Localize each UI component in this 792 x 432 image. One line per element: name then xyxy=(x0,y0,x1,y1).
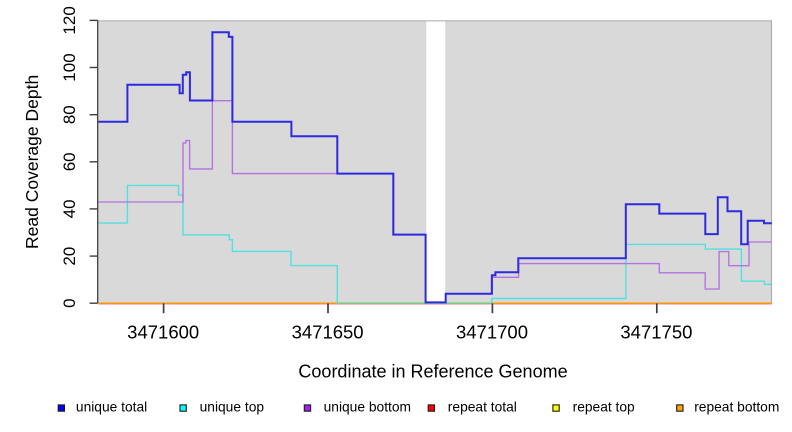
svg-text:3471750: 3471750 xyxy=(620,321,692,342)
svg-text:0: 0 xyxy=(60,298,79,307)
svg-text:repeat total: repeat total xyxy=(448,400,517,415)
svg-text:repeat bottom: repeat bottom xyxy=(694,400,779,415)
svg-text:20: 20 xyxy=(60,247,79,266)
svg-text:60: 60 xyxy=(60,152,79,171)
svg-text:100: 100 xyxy=(60,53,79,81)
svg-text:Read Coverage Depth: Read Coverage Depth xyxy=(22,75,42,249)
svg-text:3471700: 3471700 xyxy=(456,321,528,342)
svg-text:120: 120 xyxy=(60,6,79,34)
svg-text:Coordinate in Reference Genome: Coordinate in Reference Genome xyxy=(298,361,567,381)
svg-text:3471650: 3471650 xyxy=(292,321,364,342)
svg-text:unique total: unique total xyxy=(76,400,147,415)
svg-text:3471600: 3471600 xyxy=(127,321,199,342)
svg-text:unique bottom: unique bottom xyxy=(324,400,411,415)
svg-text:repeat top: repeat top xyxy=(573,400,635,415)
svg-text:80: 80 xyxy=(60,105,79,124)
svg-text:40: 40 xyxy=(60,199,79,218)
svg-text:unique top: unique top xyxy=(200,400,265,415)
